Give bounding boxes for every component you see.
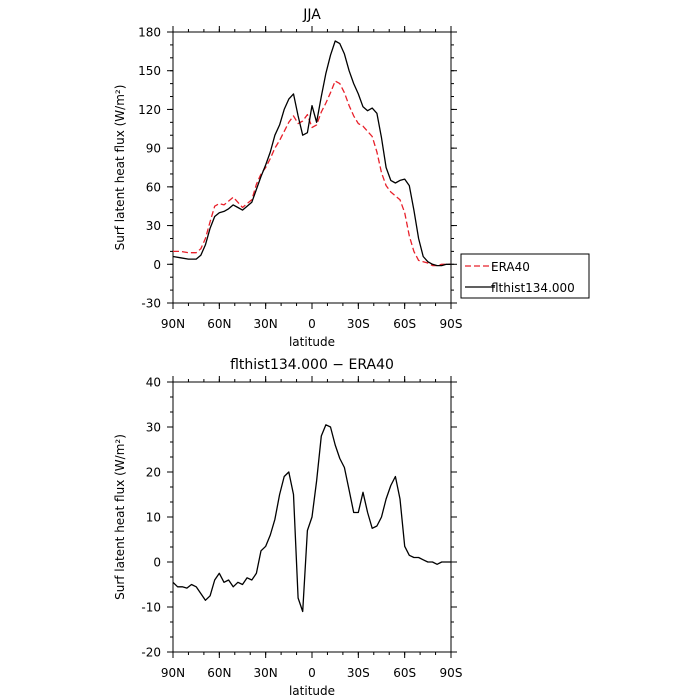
y-tick-label: -20 (141, 646, 161, 660)
plot-frame (172, 31, 452, 304)
y-tick-label: -30 (141, 297, 161, 311)
legend-box (460, 253, 590, 299)
y-tick-label: 40 (146, 376, 161, 390)
x-tick-label: 0 (308, 666, 316, 680)
legend-label: flthist134.000 (491, 281, 575, 295)
y-tick-label: 30 (146, 219, 161, 233)
x-tick-label: 0 (308, 317, 316, 331)
x-tick-label: 60N (207, 666, 231, 680)
series-line-flthist134-000 (172, 40, 451, 267)
y-tick-label: 180 (138, 26, 161, 40)
legend-label: ERA40 (491, 260, 530, 274)
y-axis-label: Surf latent heat flux (W/m²) (113, 434, 127, 600)
x-axis-label: latitude (289, 335, 335, 349)
x-axis-label: latitude (289, 684, 335, 698)
y-tick-label: 0 (153, 556, 161, 570)
x-tick-label: 90S (440, 666, 463, 680)
top-panel-jja: JJA -30 0 30 60 90 120 150 180 90N 60N 30N 0 30S 60S 90… (113, 7, 590, 349)
y-tick-label: 120 (138, 103, 161, 117)
x-tick-label: 60S (393, 666, 416, 680)
x-tick-label: 90S (440, 317, 463, 331)
x-tick-label: 30S (347, 666, 370, 680)
legend: ERA40 flthist134.000 (460, 253, 590, 299)
y-tick-label: 0 (153, 258, 161, 272)
y-tick-label: 20 (146, 466, 161, 480)
y-tick-label: 150 (138, 64, 161, 78)
x-tick-label: 60N (207, 317, 231, 331)
y-tick-label: 30 (146, 421, 161, 435)
chart-title: flthist134.000 − ERA40 (230, 357, 394, 373)
x-tick-label: 90N (161, 317, 185, 331)
y-tick-label: 10 (146, 511, 161, 525)
x-tick-label: 30S (347, 317, 370, 331)
y-tick-label: 60 (146, 180, 161, 194)
series-line-0 (172, 424, 451, 613)
x-tick-label: 60S (393, 317, 416, 331)
bottom-panel-difference: flthist134.000 − ERA40 -20 -10 0 10 20 30 40 90N… (113, 357, 462, 698)
x-tick-label: 30N (254, 317, 278, 331)
y-tick-label: 90 (146, 142, 161, 156)
x-tick-label: 90N (161, 666, 185, 680)
y-tick-label: -10 (141, 601, 161, 615)
series-line-era40 (173, 80, 451, 267)
chart-title: JJA (302, 7, 321, 23)
x-tick-label: 30N (254, 666, 278, 680)
y-axis-label: Surf latent heat flux (W/m²) (113, 85, 127, 251)
